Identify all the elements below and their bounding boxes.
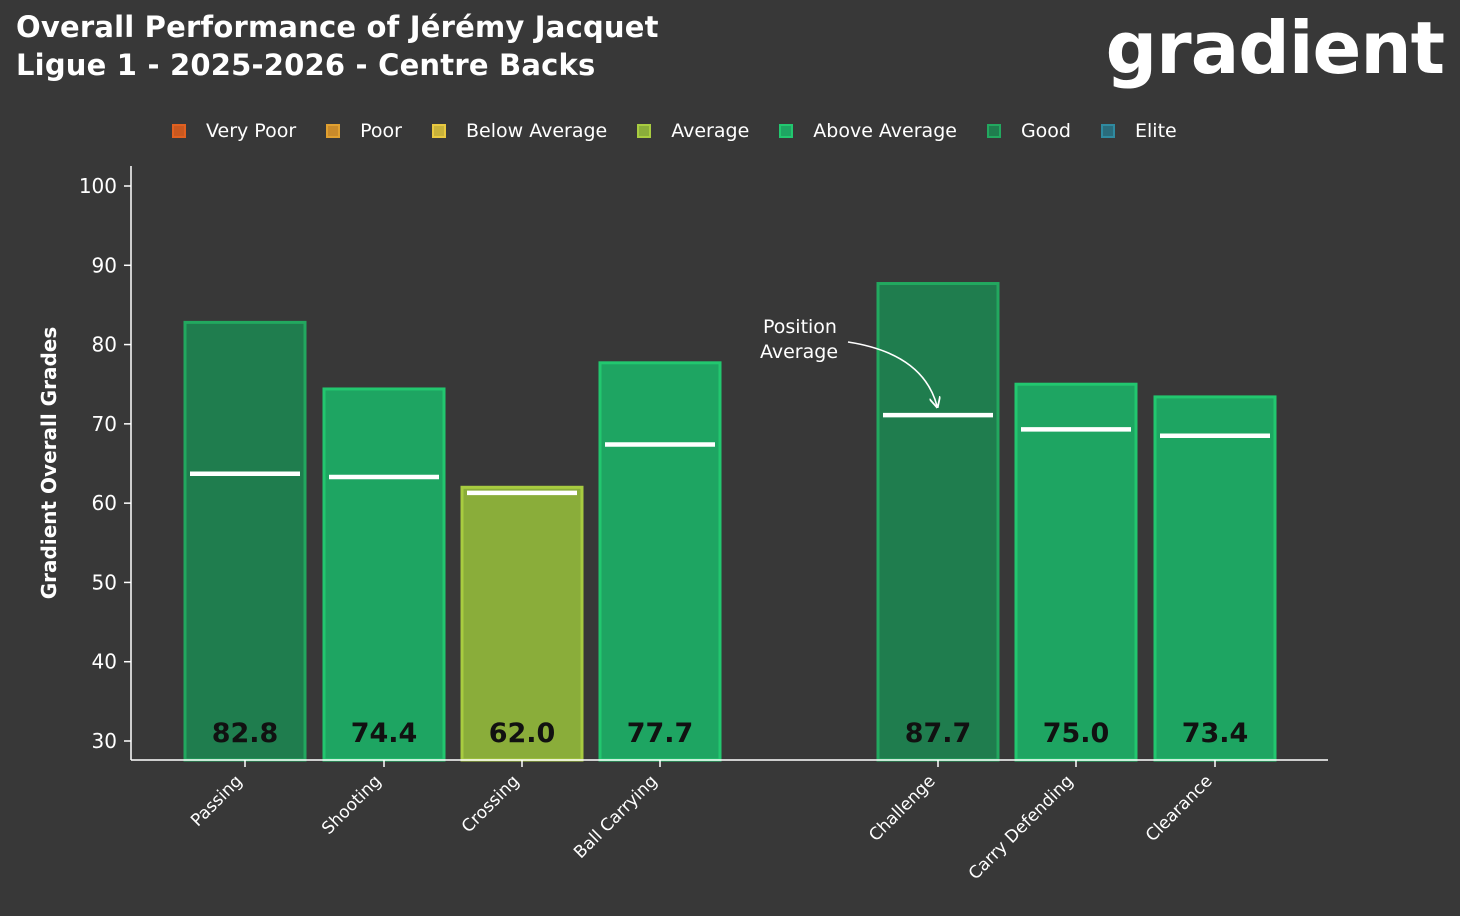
legend-item-above-average: Above Average: [779, 120, 957, 142]
x-tick-label: Passing: [187, 771, 246, 830]
legend-item-below-average: Below Average: [432, 120, 607, 142]
bar-challenge: [876, 282, 1000, 762]
value-label: 77.7: [627, 718, 694, 749]
legend-item-good: Good: [986, 120, 1071, 142]
annotation-label-line2: Average: [760, 341, 838, 363]
annotation-label-line1: Position: [763, 316, 837, 338]
value-label: 87.7: [905, 718, 972, 749]
bar-ball-carrying: [598, 361, 722, 762]
legend-label: Very Poor: [206, 120, 297, 142]
legend-label: Average: [671, 120, 750, 142]
legend: Very Poor Poor Below Average Average Abo…: [172, 120, 1207, 142]
value-label: 74.4: [351, 718, 418, 749]
legend-item-elite: Elite: [1101, 120, 1177, 142]
y-tick-label: 90: [92, 253, 117, 277]
value-label: 75.0: [1043, 718, 1110, 749]
legend-swatch: [779, 124, 794, 138]
legend-swatch: [432, 124, 446, 138]
legend-swatch: [637, 124, 652, 138]
x-tick-label: Crossing: [458, 771, 524, 837]
legend-label: Elite: [1135, 120, 1177, 142]
bar-clearance: [1153, 395, 1277, 762]
value-label: 62.0: [489, 718, 556, 749]
bar-passing: [183, 320, 307, 762]
y-tick-label: 70: [92, 412, 117, 436]
y-tick-label: 50: [92, 570, 117, 594]
bar-carry-defending: [1014, 382, 1138, 762]
value-label: 73.4: [1182, 718, 1249, 749]
x-tick-label: Clearance: [1142, 771, 1217, 846]
x-tick-label: Carry Defending: [965, 771, 1078, 884]
y-tick-label: 100: [79, 174, 117, 198]
y-tick-label: 30: [92, 729, 117, 753]
legend-swatch: [172, 124, 186, 138]
legend-swatch: [326, 124, 341, 138]
chart-title: Overall Performance of Jérémy Jacquet: [16, 10, 659, 44]
chart-subtitle: Ligue 1 - 2025-2026 - Centre Backs: [16, 48, 596, 82]
y-axis-label: Gradient Overall Grades: [37, 327, 61, 599]
legend-label: Good: [1020, 120, 1071, 142]
brand-logo: gradient: [1105, 6, 1445, 90]
x-tick-label: Challenge: [865, 771, 939, 845]
legend-swatch: [1101, 124, 1115, 138]
x-tick-label: Ball Carrying: [570, 771, 661, 862]
annotation-arrow: [847, 341, 937, 406]
legend-label: Below Average: [466, 120, 608, 142]
legend-swatch: [986, 124, 1001, 138]
legend-label: Above Average: [813, 120, 957, 142]
x-tick-label: Shooting: [318, 771, 385, 838]
y-tick-label: 40: [92, 650, 117, 674]
legend-item-very-poor: Very Poor: [172, 120, 296, 142]
legend-label: Poor: [360, 120, 402, 142]
y-tick-label: 60: [92, 491, 117, 515]
value-label: 82.8: [212, 718, 279, 749]
legend-item-poor: Poor: [326, 120, 402, 142]
legend-item-average: Average: [637, 120, 749, 142]
bar-shooting: [322, 387, 446, 762]
y-tick-label: 80: [92, 333, 117, 357]
